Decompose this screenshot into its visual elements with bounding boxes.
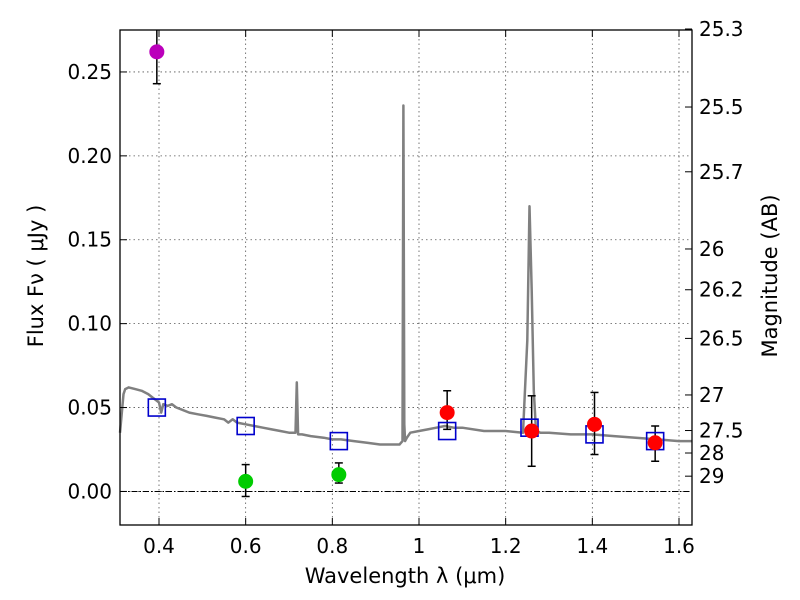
y-tick-label: 0.10 [67,312,112,336]
y-tick-label: 0.15 [67,228,112,252]
x-tick-labels: 0.4 0.6 0.8 1 1.2 1.4 1.6 [143,534,695,558]
y-tick-label: 0.00 [67,479,112,503]
y2-axis-label: Magnitude (AB) [758,194,782,357]
x-tick-label: 1.6 [663,534,695,558]
model-photometry-square [329,431,349,451]
magnitude-tick-label: 25.5 [699,95,744,119]
magnitude-tick-label: 28 [699,441,724,465]
model-photometry-square [236,416,255,436]
magnitude-tick-label: 25.3 [699,17,744,41]
sed-model-line [118,104,692,446]
plot-frame [119,29,693,526]
magnitude-tick-label: 27.5 [699,419,744,443]
magnitude-tick-label: 27 [699,383,724,407]
sed-model-layer [118,104,692,446]
observed-point [439,405,455,421]
observed-point [331,467,347,483]
error-bars [152,30,660,498]
magnitude-tick-label: 29 [699,464,724,488]
magnitude-tick-label: 25.7 [699,160,744,184]
y-tick-label: 0.25 [67,60,112,84]
magnitude-tick-label: 26 [699,237,724,261]
observed-point [149,44,165,60]
observed-point [524,423,540,439]
magnitude-tick-label: 26.5 [699,326,744,350]
y-axis-label: Flux Fν ( μJy ) [24,205,48,348]
magnitude-tick-label: 26.2 [699,278,744,302]
y-tick-label: 0.20 [67,144,112,168]
x-tick-label: 0.8 [316,534,348,558]
x-tick-label: 1 [413,534,426,558]
x-tick-label: 1.2 [490,534,522,558]
axis-ticks [120,28,692,525]
observed-point [238,473,254,489]
model-photometry-square [437,421,457,441]
observed-points [149,44,663,489]
x-tick-label: 0.4 [143,534,175,558]
observed-point [587,416,602,432]
observed-point [647,435,663,451]
y-tick-label: 0.05 [67,396,112,420]
model-photometry-square [147,398,167,417]
y-tick-labels: 0.00 0.05 0.10 0.15 0.20 0.25 [67,60,112,503]
x-tick-label: 1.4 [576,534,608,558]
x-tick-label: 0.6 [230,534,262,558]
x-axis-label: Wavelength λ (μm) [305,564,506,588]
